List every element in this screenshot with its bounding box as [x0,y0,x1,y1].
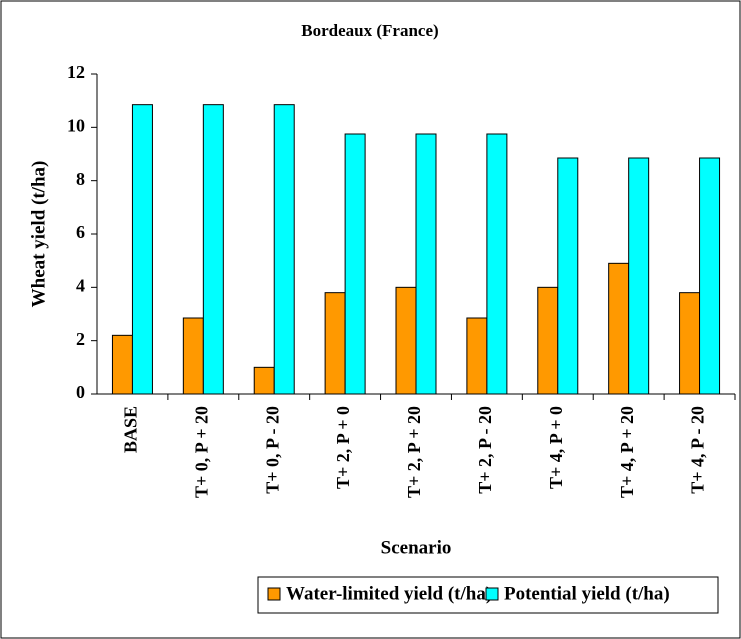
x-tick-label: T+ 2, P - 20 [475,406,495,494]
x-tick-label: BASE [121,406,141,453]
y-tick-label: 4 [76,275,85,295]
legend-swatch [485,587,499,601]
y-tick-label: 10 [67,115,85,135]
y-tick-label: 12 [67,62,85,82]
x-tick-label: T+ 2, P + 20 [404,406,424,498]
y-axis-title: Wheat yield (t/ha) [28,161,49,308]
bar [415,133,437,395]
bar [608,262,630,395]
x-tick-label: T+ 2, P + 0 [333,406,353,489]
x-tick-label: T+ 4, P + 0 [546,406,566,489]
legend-swatch [267,587,281,601]
bar [131,104,153,395]
y-tick-label: 0 [76,382,85,402]
bar [628,157,650,395]
bar [111,334,133,395]
y-tick-label: 8 [76,169,85,189]
bar [324,292,346,395]
bar [537,286,559,395]
y-tick-label: 6 [76,222,85,242]
bar [344,133,366,395]
bar [202,104,224,395]
x-axis-title: Scenario [381,537,452,558]
bar [486,133,508,395]
bar [273,104,295,395]
bar [557,157,579,395]
bar [253,366,275,395]
bar [182,317,204,395]
chart-title: Bordeaux (France) [301,21,438,40]
x-tick-label: T+ 4, P - 20 [688,406,708,494]
bar [395,286,417,395]
x-tick-label: T+ 0, P - 20 [262,406,282,494]
bar [679,292,701,395]
legend-label: Water-limited yield (t/ha) [286,583,492,604]
legend-label: Potential yield (t/ha) [504,583,670,604]
x-tick-label: T+ 4, P + 20 [617,406,637,498]
bar [699,157,721,395]
bar [466,317,488,395]
x-tick-label: T+ 0, P + 20 [191,406,211,498]
y-tick-label: 2 [76,329,85,349]
